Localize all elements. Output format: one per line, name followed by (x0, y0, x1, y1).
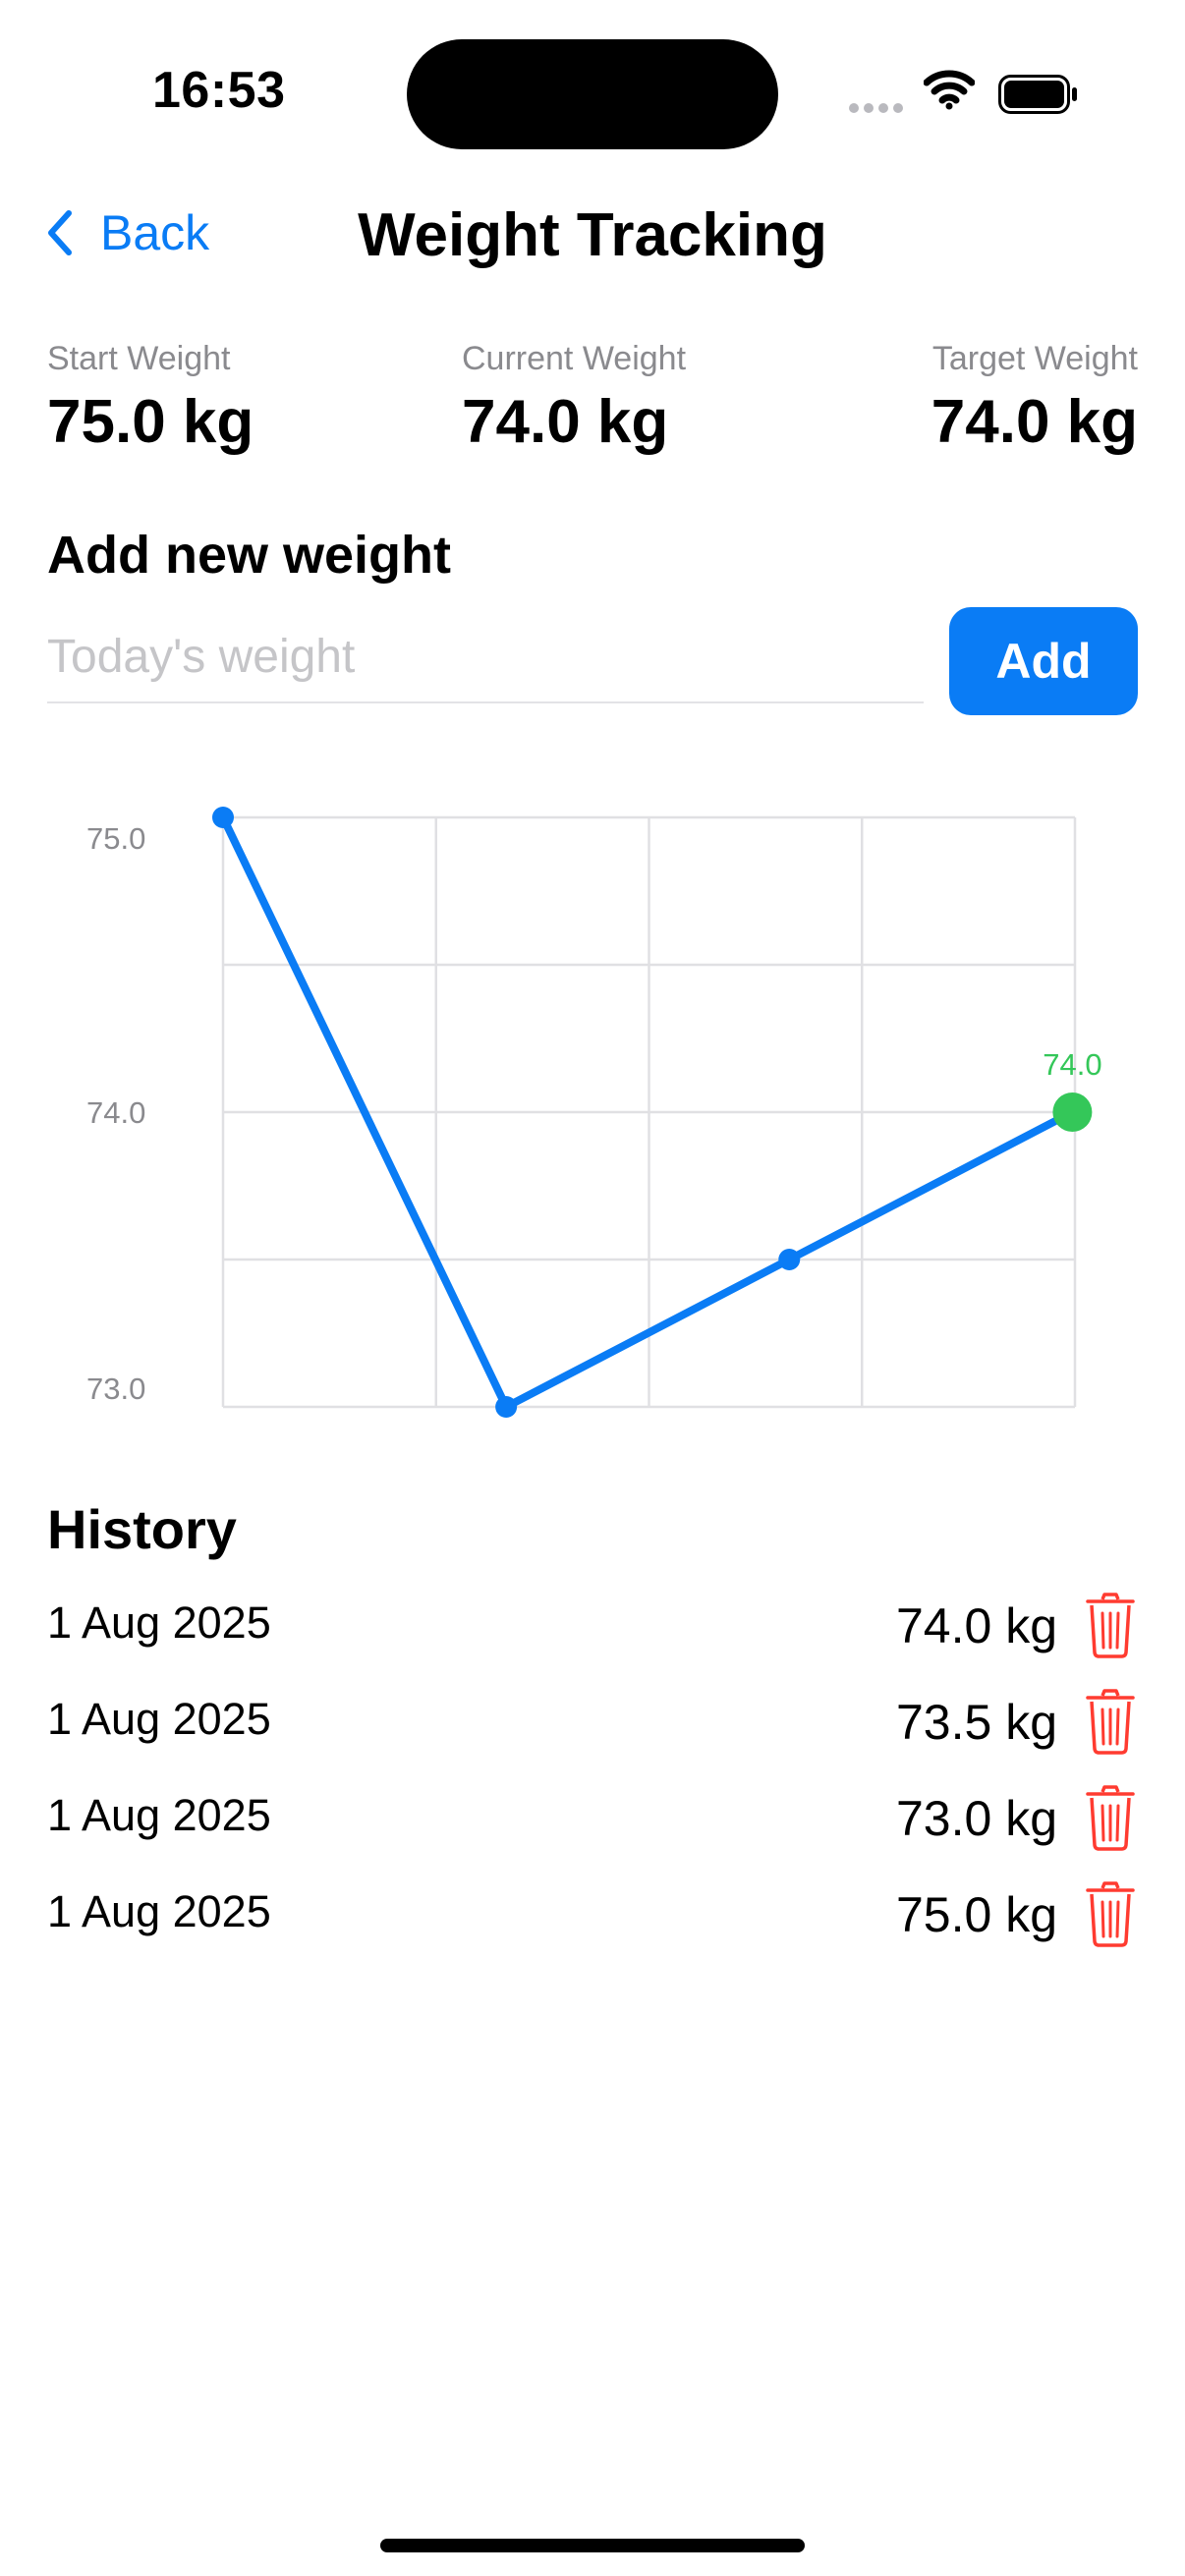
trash-icon[interactable] (1085, 1688, 1136, 1755)
data-point (212, 807, 234, 828)
data-point (495, 1396, 518, 1418)
page-title: Weight Tracking (358, 201, 827, 269)
status-time: 16:53 (152, 62, 286, 119)
chart-line-group (219, 813, 1077, 1411)
start-weight-label: Start Weight (47, 340, 231, 377)
y-tick-label: 73.0 (86, 1372, 145, 1406)
weight-input[interactable] (47, 611, 924, 703)
history-weight: 75.0 kg (895, 1887, 1057, 1942)
chart-grid (221, 815, 1077, 1409)
y-tick-label: 74.0 (86, 1095, 145, 1130)
history-date: 1 Aug 2025 (47, 1886, 271, 1936)
home-indicator (380, 2539, 805, 2552)
chart-data-labels: 74.0 (1043, 1047, 1101, 1082)
back-label: Back (100, 205, 210, 260)
start-weight-value: 75.0 kg (47, 388, 254, 456)
history-row: 1 Aug 2025 75.0 kg (0, 1881, 1185, 1983)
add-weight-heading: Add new weight (47, 526, 451, 585)
history-date: 1 Aug 2025 (47, 1790, 271, 1840)
history-weight: 73.0 kg (895, 1791, 1057, 1846)
add-button[interactable]: Add (949, 607, 1138, 715)
target-weight-label: Target Weight (931, 340, 1138, 377)
history-heading: History (47, 1498, 237, 1560)
highlight-point (1052, 1092, 1093, 1132)
highlight-value-label: 74.0 (1043, 1047, 1101, 1082)
current-weight-value: 74.0 kg (462, 388, 669, 456)
chart-points (212, 807, 1093, 1418)
battery-icon (998, 75, 1077, 114)
history-date: 1 Aug 2025 (47, 1597, 271, 1648)
wifi-icon (924, 70, 975, 110)
chart-y-ticks: 75.0 74.0 73.0 (86, 821, 145, 1406)
trash-icon[interactable] (1085, 1592, 1136, 1658)
data-point (778, 1249, 801, 1270)
history-weight: 74.0 kg (895, 1598, 1057, 1653)
trash-icon[interactable] (1085, 1880, 1136, 1947)
target-weight-value: 74.0 kg (931, 388, 1138, 456)
current-weight-label: Current Weight (462, 340, 687, 377)
weight-series-line (219, 813, 1077, 1411)
weight-chart: 75.0 74.0 73.0 74.0 (86, 807, 1102, 1418)
chevron-left-icon (48, 210, 72, 255)
history-weight: 73.5 kg (895, 1695, 1057, 1750)
history-row: 1 Aug 2025 74.0 kg (0, 1593, 1185, 1694)
history-row: 1 Aug 2025 73.0 kg (0, 1785, 1185, 1886)
back-button[interactable]: Back (45, 204, 209, 261)
trash-icon[interactable] (1085, 1784, 1136, 1851)
dynamic-island (407, 39, 778, 149)
history-date: 1 Aug 2025 (47, 1694, 271, 1744)
cellular-signal-icon (849, 100, 908, 118)
y-tick-label: 75.0 (86, 821, 145, 856)
history-row: 1 Aug 2025 73.5 kg (0, 1689, 1185, 1790)
